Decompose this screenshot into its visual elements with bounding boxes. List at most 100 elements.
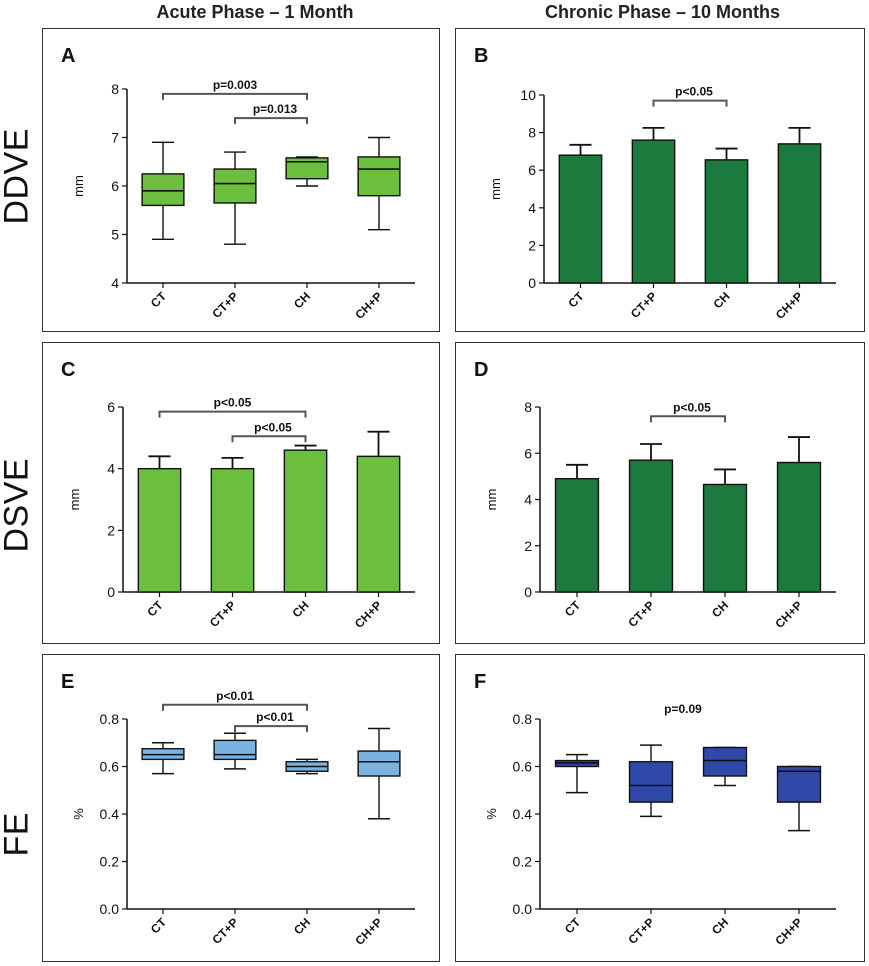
p-value-label: p<0.01 bbox=[256, 710, 294, 724]
panel-letter: E bbox=[61, 671, 74, 693]
y-tick-label: 5 bbox=[111, 227, 119, 243]
x-tick-label: CH bbox=[709, 598, 731, 620]
column-title-acute: Acute Phase – 1 Month bbox=[156, 2, 354, 22]
chart-f: F 0.0 0.2 0.4 0.6 0.8% CT CT+P CH CH+P p=0.09 bbox=[474, 671, 836, 948]
y-tick-label: 4 bbox=[111, 275, 119, 291]
significance-bracket bbox=[162, 703, 308, 711]
panel-letter: C bbox=[61, 359, 75, 381]
bar-ch-plusp bbox=[777, 143, 822, 284]
panel-e: E 0.0 0.2 0.4 0.6 0.8% CT CT+P CH CH+P p<0.01 p<0.0… bbox=[42, 654, 440, 962]
bar-ct-plusp bbox=[631, 139, 676, 284]
x-tick-label: CT bbox=[562, 598, 584, 620]
y-tick-label: 0.8 bbox=[513, 711, 533, 727]
bar-ct bbox=[558, 154, 603, 284]
significance-bracket bbox=[158, 410, 307, 418]
y-tick-label: 6 bbox=[107, 399, 115, 415]
chart-c: C 0 2 4 6 mm CT CT+P CH CH+P p<0.05p<0.05 bbox=[61, 359, 415, 631]
x-tick-label: CH+P bbox=[352, 915, 385, 948]
x-tick-label: CT+P bbox=[207, 598, 239, 630]
y-tick-label: 8 bbox=[524, 399, 532, 415]
x-tick-label: CH+P bbox=[773, 289, 806, 322]
bar-ch bbox=[704, 159, 749, 284]
y-tick-label: 0.6 bbox=[513, 759, 533, 775]
p-value-label: p<0.05 bbox=[214, 396, 252, 410]
x-tick-label: CH bbox=[710, 289, 732, 311]
panel-c: C 0 2 4 6 mm CT CT+P CH CH+P p<0.05 p<0.05 bbox=[42, 342, 440, 644]
p-value-label: p=0.013 bbox=[253, 102, 298, 116]
y-tick-label: 0.2 bbox=[100, 854, 120, 870]
p-value-label: p=0.003 bbox=[213, 78, 258, 92]
y-tick-label: 2 bbox=[528, 237, 536, 253]
x-tick-label: CT+P bbox=[625, 915, 657, 947]
bar-ct-plusp bbox=[628, 459, 674, 593]
y-tick-label: 2 bbox=[107, 522, 115, 538]
box-ch-plusp bbox=[357, 156, 401, 197]
bar-ct bbox=[554, 477, 600, 593]
y-tick-label: 0.2 bbox=[513, 854, 533, 870]
y-tick-label: 4 bbox=[528, 200, 536, 216]
y-tick-label: 6 bbox=[528, 162, 536, 178]
y-tick-label: 4 bbox=[524, 492, 532, 508]
x-tick-label: CT bbox=[148, 915, 170, 937]
p-value-label: p<0.01 bbox=[216, 689, 254, 703]
significance-bracket bbox=[162, 92, 308, 100]
x-tick-label: CH+P bbox=[352, 598, 385, 631]
y-tick-label: 0.6 bbox=[100, 759, 120, 775]
bar-ct bbox=[137, 467, 182, 593]
y-tick-label: 2 bbox=[524, 538, 532, 554]
p-value-label: p<0.05 bbox=[675, 85, 713, 99]
panel-letter: D bbox=[474, 359, 488, 381]
box-ch bbox=[702, 746, 748, 777]
y-tick-label: 8 bbox=[111, 81, 119, 97]
row-label-dsve: DSVE bbox=[0, 457, 36, 553]
p-value-label: p=0.09 bbox=[664, 702, 702, 716]
y-tick-label: 10 bbox=[520, 87, 536, 103]
x-tick-label: CH+P bbox=[772, 915, 805, 948]
box-ch-plusp bbox=[776, 765, 822, 803]
box-ct-plusp bbox=[628, 761, 674, 803]
panel-letter: B bbox=[474, 45, 488, 67]
significance-bracket bbox=[652, 99, 728, 107]
x-tick-label: CH bbox=[709, 915, 731, 937]
y-axis-label: mm bbox=[67, 489, 82, 511]
chart-d: D 0 2 4 6 8 mm CT CT+P CH CH+P p<0.05 bbox=[474, 359, 836, 631]
y-tick-label: 0 bbox=[107, 584, 115, 600]
y-axis-label: % bbox=[484, 808, 499, 820]
significance-bracket bbox=[231, 435, 307, 443]
bar-ct-plusp bbox=[210, 467, 255, 593]
y-axis-label: mm bbox=[484, 489, 499, 511]
y-tick-label: 0 bbox=[524, 584, 532, 600]
y-tick-label: 7 bbox=[111, 130, 119, 146]
x-tick-label: CT bbox=[144, 598, 166, 620]
x-tick-label: CH+P bbox=[352, 289, 385, 322]
x-tick-label: CH bbox=[289, 598, 311, 620]
y-tick-label: 0 bbox=[528, 275, 536, 291]
bar-ch-plusp bbox=[776, 461, 822, 593]
chart-b: B 0 2 4 6 8 10 mm CT CT+P CH CH+P p<0.05 bbox=[474, 45, 836, 322]
y-axis-label: % bbox=[71, 808, 86, 820]
x-tick-label: CT bbox=[565, 289, 587, 311]
bar-ch-plusp bbox=[356, 455, 401, 593]
panel-letter: A bbox=[61, 45, 75, 67]
significance-bracket bbox=[234, 725, 308, 733]
y-tick-label: 4 bbox=[107, 461, 115, 477]
y-axis-label: mm bbox=[488, 178, 503, 200]
y-tick-label: 6 bbox=[524, 445, 532, 461]
significance-bracket bbox=[234, 117, 308, 125]
bar-ch bbox=[283, 449, 328, 593]
significance-bracket bbox=[650, 415, 726, 423]
y-tick-label: 8 bbox=[528, 125, 536, 141]
panel-f: F 0.0 0.2 0.4 0.6 0.8% CT CT+P CH CH+P p=0.09 bbox=[455, 654, 865, 962]
x-tick-label: CT bbox=[148, 289, 170, 311]
x-tick-label: CT+P bbox=[625, 598, 657, 630]
y-tick-label: 0.4 bbox=[513, 806, 533, 822]
row-label-fe: FE bbox=[0, 812, 36, 857]
y-tick-label: 0.8 bbox=[100, 711, 120, 727]
chart-a: A 4 5 6 7 8 mm CT CT+P CH CH+P p=0.003 p=0.013 bbox=[61, 45, 415, 322]
x-tick-label: CT+P bbox=[209, 289, 241, 321]
panel-a: A 4 5 6 7 8 mm CT CT+P CH CH+P p=0.003 p=0.013 bbox=[42, 28, 440, 332]
box-ct-plusp bbox=[213, 168, 257, 204]
y-tick-label: 0.0 bbox=[100, 901, 120, 917]
column-title-chronic: Chronic Phase – 10 Months bbox=[544, 2, 781, 22]
x-tick-label: CT bbox=[562, 915, 584, 937]
